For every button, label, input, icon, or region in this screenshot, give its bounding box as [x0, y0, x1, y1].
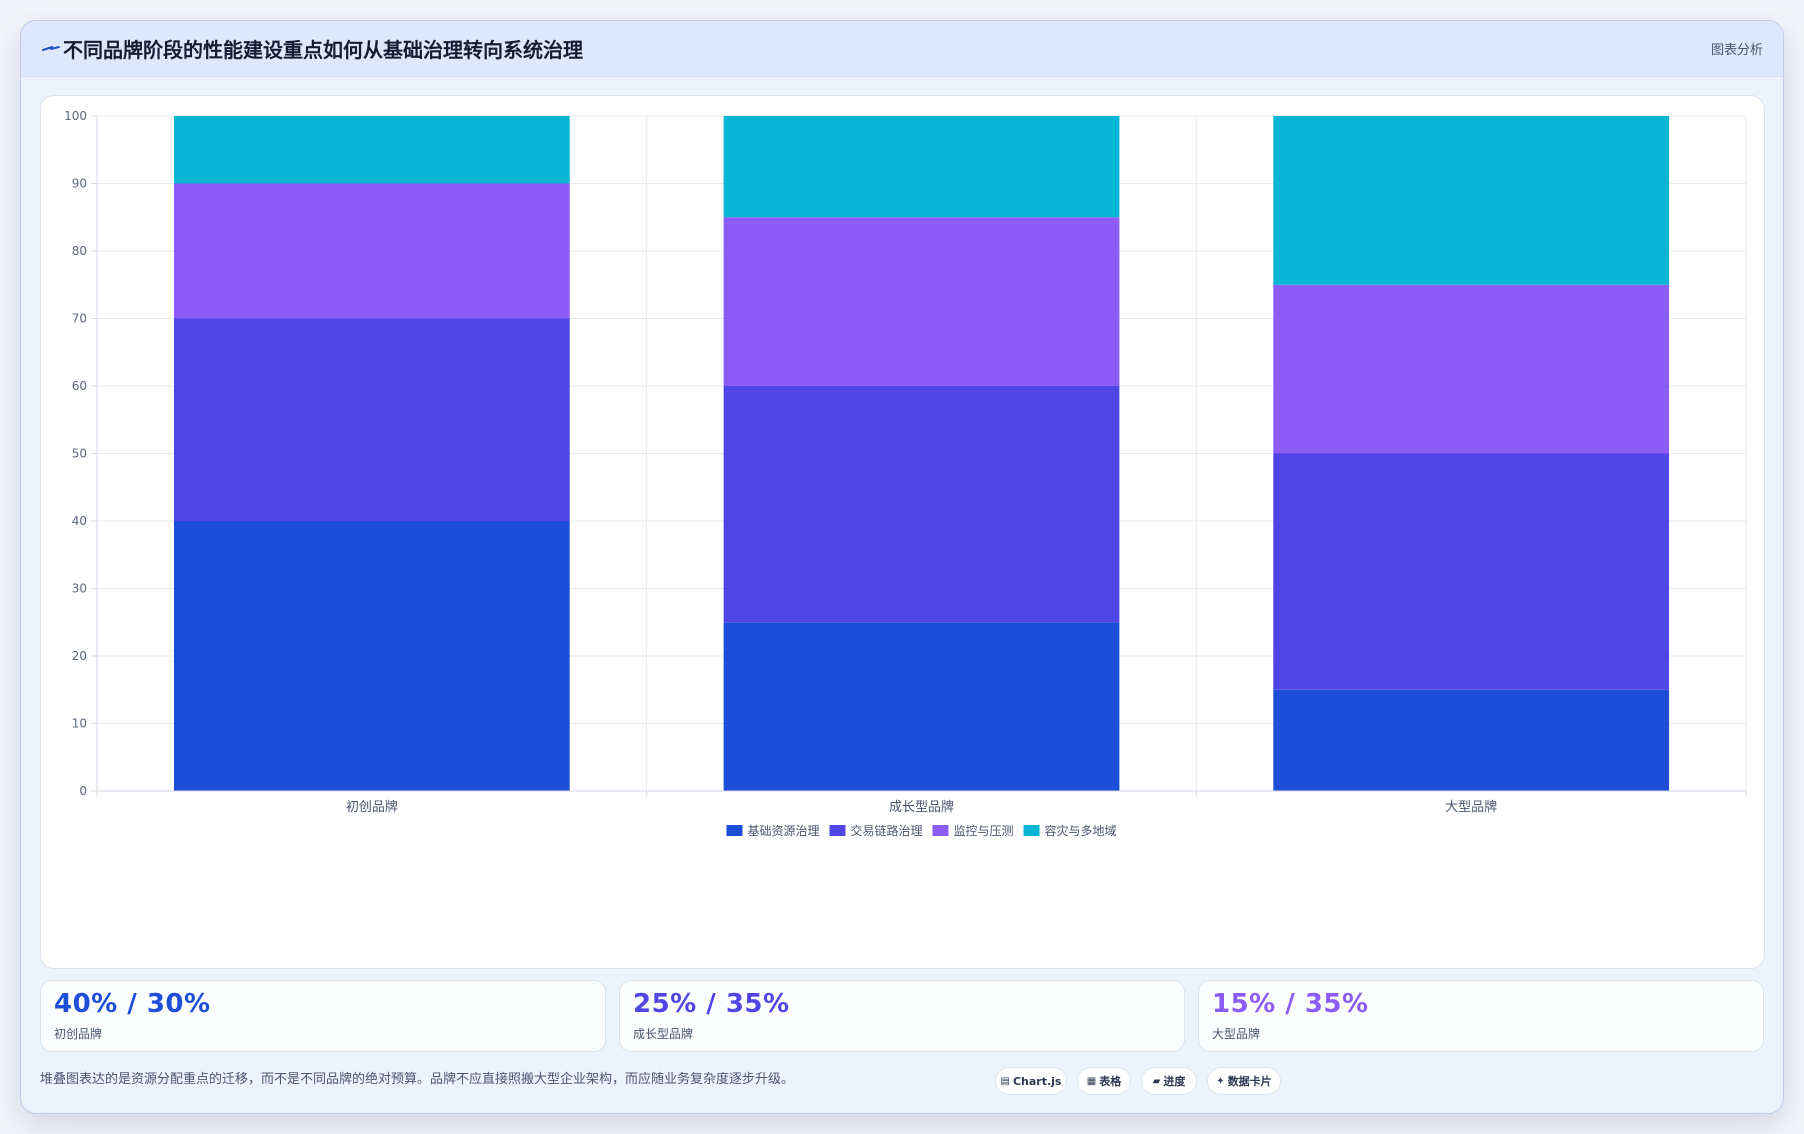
- bar-segment[interactable]: [173, 318, 570, 522]
- pill-chartjs[interactable]: ▤ Chart.js: [995, 1067, 1067, 1095]
- y-tick-label: 100: [64, 109, 87, 123]
- stat-label: 初创品牌: [54, 1027, 103, 1041]
- legend-label[interactable]: 基础资源治理: [747, 824, 819, 838]
- legend-label[interactable]: 监控与压测: [954, 824, 1014, 838]
- lightning-icon: [42, 46, 60, 51]
- bar-segment[interactable]: [173, 183, 570, 319]
- app-window: 不同品牌阶段的性能建设重点如何从基础治理转向系统治理 图表分析 0 10 20 30 4…: [20, 20, 1784, 1114]
- stat-label: 大型品牌: [1212, 1027, 1261, 1041]
- legend-swatch[interactable]: [726, 825, 743, 836]
- bar-segment[interactable]: [1273, 689, 1670, 791]
- legend-swatch[interactable]: [1023, 825, 1040, 836]
- bar-segment[interactable]: [1273, 453, 1670, 690]
- x-category-label: 大型品牌: [1445, 799, 1497, 815]
- x-category-label: 初创品牌: [346, 799, 398, 815]
- bar-segment[interactable]: [173, 521, 570, 791]
- x-category-label: 成长型品牌: [889, 799, 954, 815]
- page-title: 不同品牌阶段的性能建设重点如何从基础治理转向系统治理: [63, 38, 583, 62]
- y-tick-label: 50: [72, 447, 87, 461]
- stat-value: 40% / 30%: [54, 989, 211, 1019]
- legend-label[interactable]: 容灾与多地域: [1045, 823, 1117, 838]
- y-tick-label: 10: [72, 717, 87, 731]
- pill-progress[interactable]: ▰ 进度: [1141, 1067, 1197, 1095]
- chart-card: 0 10 20 30 40 50 60 70 80 90 100 初创品牌 成长型品牌 大型品牌 基础资源…: [40, 95, 1765, 969]
- table-icon: ▦: [1086, 1075, 1097, 1087]
- bar-segment[interactable]: [723, 217, 1120, 386]
- bar-segment[interactable]: [723, 116, 1120, 218]
- stat-card-large: 15% / 35% 大型品牌: [1198, 980, 1764, 1052]
- pill-label: 进度: [1163, 1075, 1186, 1088]
- pill-label: 表格: [1099, 1075, 1122, 1088]
- footnote: 堆叠图表达的是资源分配重点的迁移，而不是不同品牌的绝对预算。品牌不应直接照搬大型…: [40, 1072, 795, 1087]
- stat-value: 25% / 35%: [633, 989, 790, 1019]
- y-tick-label: 0: [79, 784, 87, 798]
- card-icon: ✦: [1216, 1075, 1225, 1087]
- stat-value: 15% / 35%: [1212, 989, 1369, 1019]
- pill-table[interactable]: ▦ 表格: [1077, 1067, 1131, 1095]
- bar-segment[interactable]: [173, 116, 570, 184]
- stat-label: 成长型品牌: [633, 1027, 694, 1041]
- stat-card-startup: 40% / 30% 初创品牌: [40, 980, 606, 1052]
- chart-icon: ▤: [1000, 1075, 1010, 1087]
- stat-card-growth: 25% / 35% 成长型品牌: [619, 980, 1185, 1052]
- y-tick-label: 80: [72, 244, 87, 258]
- y-tick-label: 70: [72, 312, 87, 326]
- bar-segment[interactable]: [723, 622, 1120, 791]
- bar-segment[interactable]: [723, 386, 1120, 623]
- bar-segment[interactable]: [1273, 284, 1670, 454]
- pill-datacard[interactable]: ✦ 数据卡片: [1207, 1067, 1281, 1095]
- pill-label: 数据卡片: [1227, 1075, 1272, 1088]
- legend-swatch[interactable]: [932, 825, 949, 836]
- header-tag[interactable]: 图表分析: [1710, 43, 1763, 58]
- y-tick-label: 40: [72, 514, 87, 528]
- legend-label[interactable]: 交易链路治理: [850, 823, 922, 838]
- pill-label: Chart.js: [1012, 1074, 1062, 1088]
- bar-segment[interactable]: [1273, 116, 1670, 285]
- header-bar: 不同品牌阶段的性能建设重点如何从基础治理转向系统治理 图表分析: [21, 21, 1783, 77]
- legend-swatch[interactable]: [829, 825, 846, 836]
- y-tick-label: 90: [72, 177, 87, 191]
- stacked-bar-chart: 0 10 20 30 40 50 60 70 80 90 100 初创品牌 成长型品牌 大型品牌 基础资源…: [64, 109, 1747, 838]
- progress-icon: ▰: [1152, 1075, 1161, 1087]
- y-tick-label: 60: [72, 379, 87, 393]
- y-tick-label: 20: [72, 649, 87, 663]
- y-tick-label: 30: [72, 582, 87, 596]
